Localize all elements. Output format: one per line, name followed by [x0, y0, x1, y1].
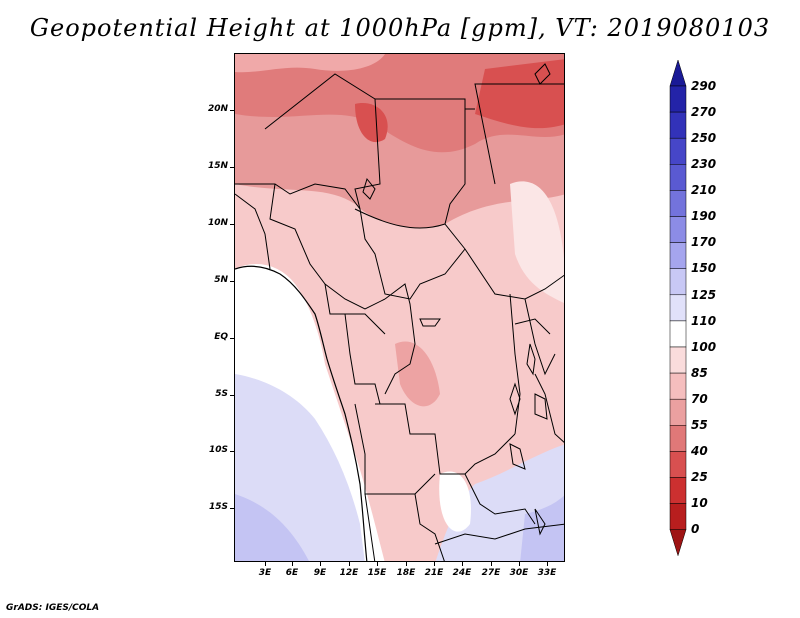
colorbar-arrow-bottom	[669, 529, 687, 557]
lon-tick	[406, 562, 407, 566]
lat-label: 5S	[215, 389, 228, 399]
colorbar-label: 25	[691, 470, 708, 484]
coastline	[235, 265, 368, 561]
field-northwest-85	[235, 54, 385, 73]
lat-tick	[230, 110, 234, 111]
colorbar-label: 0	[691, 522, 700, 536]
colorbar-segment	[669, 242, 687, 269]
field-southeast-125	[520, 495, 564, 561]
colorbar-segment	[669, 503, 687, 530]
colorbar-label: 100	[691, 340, 717, 354]
colorbar	[669, 60, 687, 557]
colorbar-arrow-top	[669, 60, 687, 87]
country-borders	[235, 73, 564, 561]
lat-label: 20N	[207, 104, 228, 114]
field-congo-85	[395, 341, 440, 407]
colorbar-segment	[669, 85, 687, 113]
lon-label: 27E	[481, 568, 501, 578]
colorbar-segment	[669, 346, 687, 374]
colorbar-label: 190	[691, 209, 717, 223]
lat-label: EQ	[214, 332, 228, 342]
lat-label: 10N	[207, 218, 228, 228]
colorbar-segment	[669, 320, 687, 348]
lon-tick	[519, 562, 520, 566]
field-east-95	[510, 181, 564, 304]
lat-tick	[230, 338, 234, 339]
field-northeast-40	[475, 59, 564, 129]
lat-tick	[230, 451, 234, 452]
map-title: Geopotential Height at 1000hPa [gpm], VT…	[29, 14, 771, 42]
colorbar-segment	[669, 111, 687, 139]
colorbar-segment	[669, 164, 687, 191]
colorbar-label: 40	[691, 444, 708, 458]
lon-label: 24E	[452, 568, 472, 578]
colorbar-label: 270	[691, 105, 717, 119]
lat-label: 10S	[208, 445, 228, 455]
colorbar-segment	[669, 294, 687, 322]
colorbar-label: 125	[691, 288, 717, 302]
colorbar-label: 85	[691, 366, 708, 380]
colorbar-segment	[669, 268, 687, 296]
lon-tick	[265, 562, 266, 566]
lon-tick	[547, 562, 548, 566]
lat-tick	[230, 281, 234, 282]
colorbar-segment	[669, 372, 687, 400]
lon-tick	[462, 562, 463, 566]
lon-label: 6E	[285, 568, 299, 578]
lon-label: 3E	[258, 568, 272, 578]
colorbar-segment	[669, 477, 687, 504]
colorbar-label: 110	[691, 314, 717, 328]
colorbar-label: 210	[691, 183, 717, 197]
lat-tick	[230, 395, 234, 396]
colorbar-label: 10	[691, 496, 708, 510]
lat-tick	[230, 508, 234, 509]
lon-tick	[491, 562, 492, 566]
grads-credit: GrADS: IGES/COLA	[6, 603, 100, 613]
colorbar-segment	[669, 190, 687, 217]
colorbar-label: 290	[691, 79, 717, 93]
colorbar-segment	[669, 137, 687, 165]
colorbar-segment	[669, 216, 687, 243]
lat-label: 15S	[208, 502, 228, 512]
lakes	[362, 63, 551, 536]
lon-tick	[377, 562, 378, 566]
colorbar-label: 70	[691, 392, 708, 406]
lon-tick	[292, 562, 293, 566]
map-canvas	[235, 54, 564, 561]
lon-tick	[349, 562, 350, 566]
colorbar-segment	[669, 451, 687, 478]
lat-tick	[230, 224, 234, 225]
lat-label: 15N	[207, 161, 228, 171]
lon-label: 9E	[313, 568, 327, 578]
lon-label: 18E	[396, 568, 416, 578]
lat-label: 5N	[214, 275, 228, 285]
colorbar-label: 150	[691, 261, 717, 275]
field-zambia-100	[439, 471, 471, 532]
colorbar-segment	[669, 398, 687, 426]
field-sahara-40	[355, 103, 388, 143]
lon-label: 12E	[339, 568, 359, 578]
lon-label: 15E	[367, 568, 387, 578]
field-southwest-125	[235, 494, 309, 561]
lon-tick	[434, 562, 435, 566]
field-north-55	[235, 54, 564, 153]
colorbar-segment	[669, 425, 687, 452]
colorbar-label: 170	[691, 235, 717, 249]
lat-tick	[230, 167, 234, 168]
lon-tick	[320, 562, 321, 566]
lon-label: 30E	[509, 568, 529, 578]
colorbar-label: 230	[691, 157, 717, 171]
colorbar-label: 55	[691, 418, 708, 432]
colorbar-label: 250	[691, 131, 717, 145]
lon-label: 33E	[537, 568, 557, 578]
lon-label: 21E	[424, 568, 444, 578]
map-plot-area	[234, 53, 565, 562]
